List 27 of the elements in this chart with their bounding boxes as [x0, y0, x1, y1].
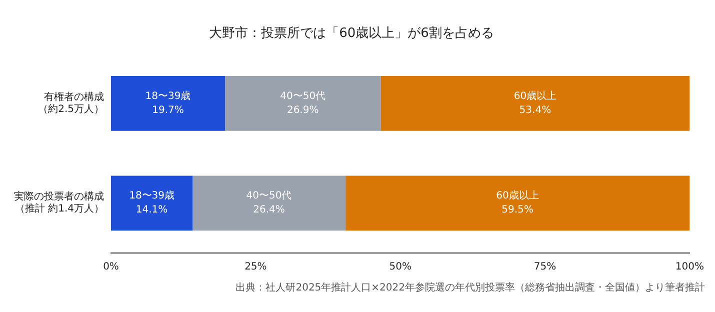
y-tick-label: 実際の投票者の構成（推計 約1.4万人）: [14, 190, 104, 215]
text: 60歳以上: [514, 91, 557, 102]
series-label: 60歳以上: [496, 190, 539, 202]
data-label: 14.1%: [136, 204, 168, 216]
text: 18〜39歳: [145, 91, 191, 102]
chart-title: 大野市：投票所では「60歳以上」が6割を占める: [209, 26, 494, 42]
bar: [192, 176, 346, 231]
data-label: 59.5%: [502, 204, 534, 216]
x-tick-label: 100%: [675, 262, 704, 273]
series-label: 40〜50代: [246, 190, 292, 202]
bar: [225, 76, 381, 131]
series-label: 18〜39歳: [129, 190, 175, 202]
data-label: 19.7%: [152, 105, 184, 116]
y-tick-label: 有権者の構成（約2.5万人）: [38, 91, 104, 116]
data-label: 53.4%: [519, 105, 552, 116]
bar: [345, 176, 690, 231]
text: 40〜50代: [280, 91, 326, 102]
bar: [111, 176, 193, 231]
x-tick-label: 75%: [534, 262, 556, 273]
bar: [380, 76, 690, 131]
data-label: 26.9%: [286, 105, 319, 116]
x-tick-label: 50%: [389, 262, 412, 273]
x-tick-label: 0%: [103, 262, 119, 273]
source-note: 出典：社人研2025年推計人口×2022年参院選の年代別投票率（総務省抽出調査・全国値）より筆者推計: [236, 282, 705, 294]
data-label: 26.4%: [253, 204, 285, 216]
bar: [111, 76, 226, 131]
x-tick-label: 25%: [244, 262, 267, 273]
